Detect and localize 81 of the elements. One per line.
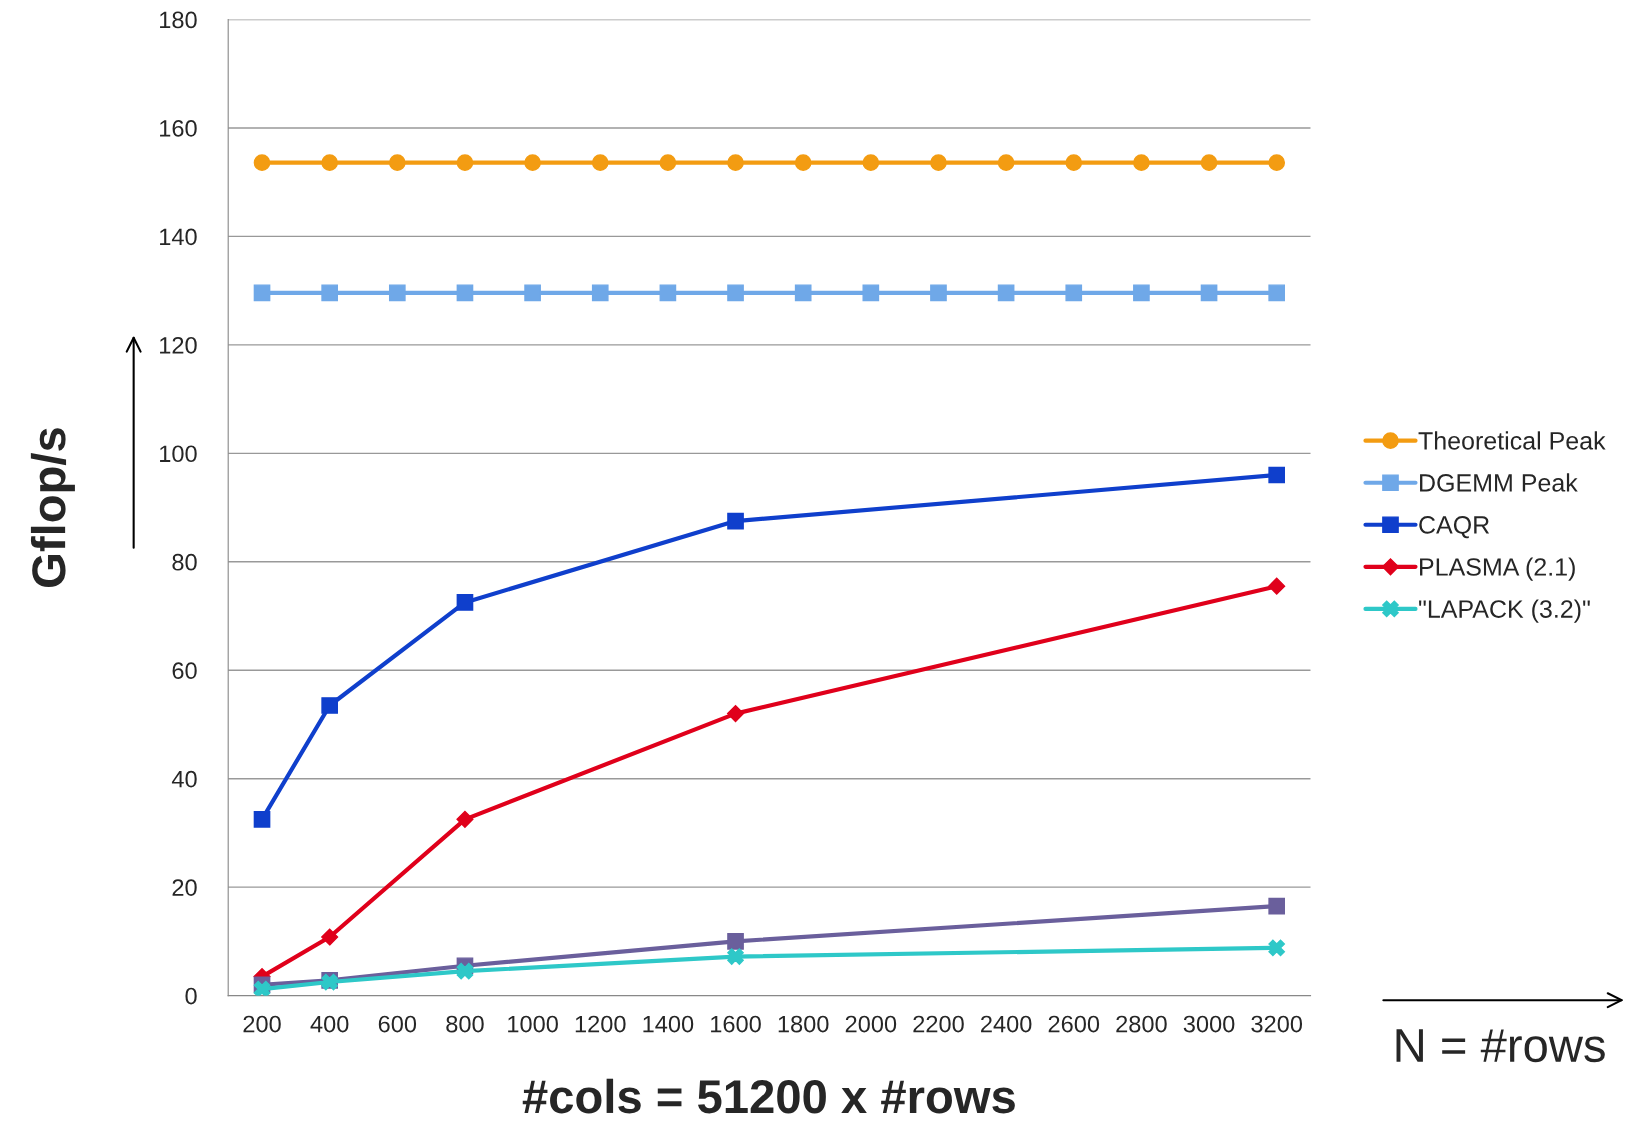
- point: [388, 154, 406, 171]
- x-axis-title: #cols = 51200 x #rows: [522, 1078, 1015, 1114]
- point: [727, 948, 744, 965]
- point: [456, 810, 474, 828]
- point: [1065, 154, 1083, 171]
- point: [321, 697, 339, 714]
- y-tick-label: 180: [160, 11, 197, 29]
- x-tick-label: 3200: [1251, 1015, 1303, 1033]
- point: [456, 962, 474, 980]
- point: [591, 284, 609, 302]
- legend-label: PLASMA (2.1): [1420, 557, 1575, 581]
- point: [727, 933, 744, 950]
- point: [727, 154, 744, 171]
- legend-label: Theoretical Peak: [1418, 431, 1606, 450]
- point: [862, 284, 880, 302]
- x-tick-label: 2600: [1048, 1015, 1100, 1033]
- x-tick-label: 2200: [913, 1015, 964, 1033]
- point: [1200, 154, 1218, 171]
- y-tick-label: 80: [172, 553, 197, 571]
- point: [726, 705, 745, 723]
- point: [253, 811, 271, 828]
- x-tick-label: 1200: [575, 1015, 626, 1033]
- x-tick-label: 2800: [1116, 1015, 1167, 1033]
- x-tick-label: 600: [378, 1015, 417, 1033]
- point: [1268, 577, 1286, 595]
- point: [321, 928, 339, 946]
- legend-label: "LAPACK (3.2)": [1419, 599, 1590, 623]
- point: [930, 154, 947, 171]
- point: [456, 594, 474, 611]
- point: [321, 284, 339, 302]
- point: [1268, 466, 1286, 484]
- point: [997, 284, 1015, 302]
- point: [524, 154, 541, 171]
- point: [1133, 284, 1150, 302]
- point: [591, 154, 609, 171]
- point: [253, 980, 271, 996]
- point: [727, 284, 744, 302]
- y-tick-label: 20: [172, 879, 197, 896]
- x-tick-label: 2000: [845, 1015, 897, 1033]
- point: [1065, 284, 1083, 302]
- x-tick-label: 1400: [643, 1015, 694, 1033]
- point: [1268, 939, 1286, 957]
- legend-label: CAQR: [1419, 516, 1490, 539]
- point: [659, 154, 677, 171]
- y-tick-label: 40: [171, 770, 197, 788]
- point: [1200, 284, 1218, 302]
- x-tick-label: 1600: [711, 1015, 761, 1033]
- point: [253, 154, 271, 171]
- y-tick-label: 0: [185, 987, 197, 1005]
- legend-label: DGEMM Peak: [1420, 473, 1578, 492]
- x-tick-label: 800: [446, 1015, 484, 1033]
- point: [794, 284, 812, 302]
- point: [321, 154, 339, 171]
- point: [456, 284, 474, 302]
- point: [253, 284, 271, 302]
- y-tick-label: 140: [160, 228, 197, 246]
- point: [997, 154, 1015, 171]
- point: [524, 284, 541, 302]
- x-tick-label: 400: [310, 1015, 349, 1033]
- point: [1133, 154, 1150, 171]
- x-tick-label: 2400: [981, 1015, 1032, 1033]
- x-tick-label: 200: [243, 1015, 281, 1033]
- point: [1268, 897, 1286, 915]
- point: [456, 154, 474, 171]
- x-tick-label: 1800: [778, 1015, 829, 1033]
- x-tick-label: 1000: [508, 1015, 558, 1033]
- point: [930, 284, 947, 302]
- text: N = #rows: [1396, 1029, 1605, 1063]
- y-tick-label: 160: [160, 120, 197, 137]
- point: [727, 512, 744, 530]
- x-tick-label: 3000: [1183, 1015, 1235, 1033]
- point: [1268, 154, 1286, 171]
- y-axis-title: Gflop/s: [30, 428, 75, 587]
- point: [659, 284, 677, 302]
- y-tick-label: 120: [160, 336, 197, 354]
- point: [388, 284, 406, 302]
- point: [794, 154, 812, 171]
- y-tick-label: 60: [172, 662, 197, 680]
- point: [1268, 284, 1286, 302]
- point: [862, 154, 880, 171]
- y-tick-label: 100: [160, 445, 197, 463]
